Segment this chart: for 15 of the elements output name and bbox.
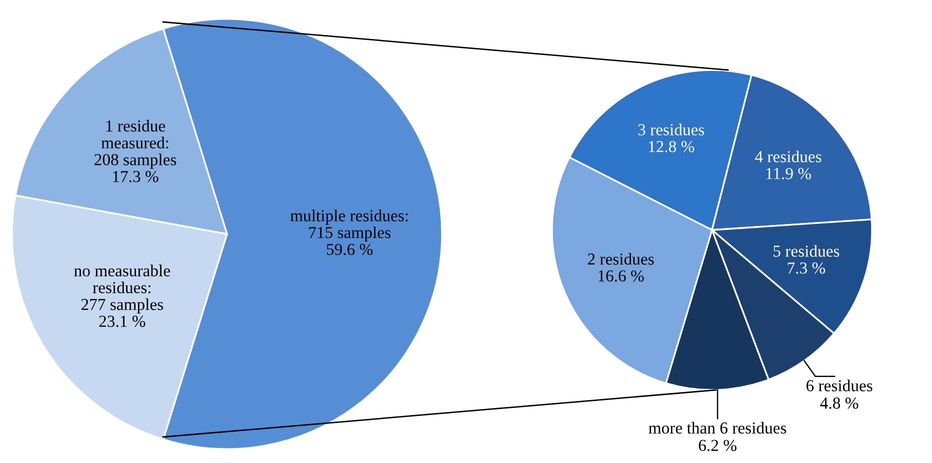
slice-label: multiple residues: 715 samples 59.6 % <box>290 210 408 256</box>
data-label: 4.8 % <box>820 398 858 409</box>
slice-label: 3 residues <box>638 124 704 136</box>
slice-label: 5 residues <box>774 245 840 257</box>
slice-label: 2 residues <box>588 252 654 265</box>
data-label: 12.8 % <box>648 140 694 152</box>
slice-label: no measurable residues: 277 samples 23.1 % <box>74 264 170 328</box>
data-label: 16.6 % <box>598 270 644 282</box>
slice-label: 4 residues <box>755 150 822 162</box>
data-label: 7.3 % <box>788 262 826 274</box>
slice-label: 6 residues <box>806 380 872 392</box>
slice-label: 1 residue measured: 208 samples 17.3 % <box>94 120 176 182</box>
data-label: 11.9 % <box>766 168 812 180</box>
slice-label: more than 6 residues <box>648 422 786 434</box>
data-label: 6.2 % <box>698 440 736 452</box>
